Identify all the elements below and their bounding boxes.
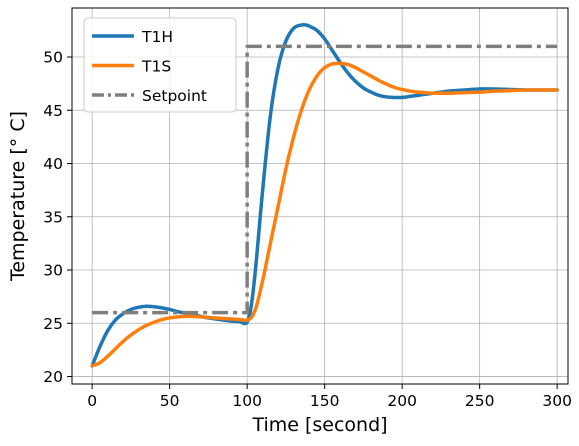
legend-label-t1s: T1S: [141, 58, 171, 76]
x-tick-label: 100: [232, 392, 262, 410]
y-tick-label: 45: [43, 102, 63, 120]
series-line-t1s: [90, 61, 559, 368]
y-tick-label: 35: [43, 208, 63, 226]
series-layer: [90, 23, 559, 368]
x-tick-label: 150: [310, 392, 340, 410]
series-line-setpoint: [92, 44, 558, 315]
y-tick-label: 50: [43, 48, 63, 66]
x-tick-label: 0: [87, 392, 97, 410]
y-axis-label: Temperature [° C]: [7, 111, 29, 282]
x-tick-label: 200: [387, 392, 417, 410]
plot-frame: [71, 7, 569, 385]
legend-label-setpoint: Setpoint: [142, 87, 207, 105]
legend-label-t1h: T1H: [141, 28, 173, 46]
legend-box: [83, 17, 237, 113]
x-tick-label: 50: [160, 392, 180, 410]
x-tick-label: 250: [465, 392, 495, 410]
x-axis-label: Time [second]: [251, 414, 387, 436]
x-tick-label: 300: [542, 392, 572, 410]
y-tick-label: 40: [43, 155, 63, 173]
y-tick-label: 25: [43, 315, 63, 333]
grid: [72, 8, 568, 384]
legend: T1H T1S Setpoint: [83, 17, 237, 113]
axis-ticks: 0 50 100 150 200 250 300 20 25 30 35 40 45 50: [43, 48, 572, 410]
y-tick-label: 30: [43, 262, 63, 280]
y-tick-label: 20: [43, 368, 63, 386]
